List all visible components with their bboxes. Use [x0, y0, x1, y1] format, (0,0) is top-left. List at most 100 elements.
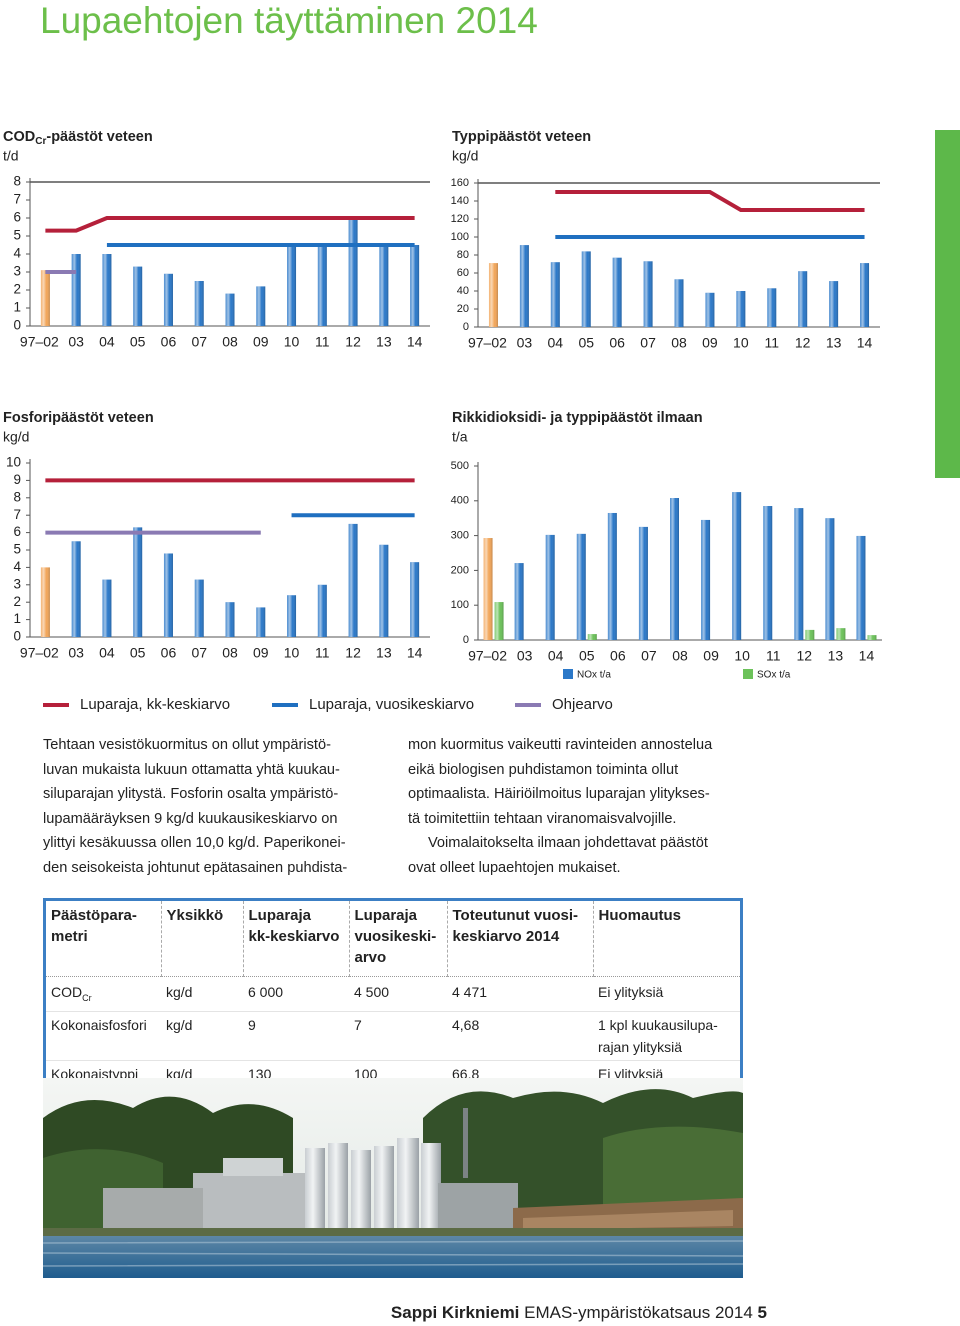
limit-line [45, 216, 415, 233]
x-tick-label: 97–02 [20, 334, 59, 350]
cell-subscript: Cr [82, 992, 92, 1003]
y-tick-label: 4 [13, 246, 21, 261]
y-tick-label: 5 [13, 542, 21, 557]
x-tick-label: 10 [284, 334, 300, 350]
page-title: Lupaehtojen täyttäminen 2014 [40, 0, 538, 41]
page-number: 5 [757, 1303, 767, 1322]
x-tick-label: 09 [253, 334, 269, 350]
bar-shine [225, 293, 235, 326]
bar-shine [576, 533, 586, 640]
y-tick-label: 5 [13, 228, 21, 243]
bar-shine [71, 254, 81, 326]
axis-unit: t/d [3, 148, 19, 164]
table-cell: Kokonaisfosfori [46, 1011, 161, 1061]
x-tick-label: 03 [517, 335, 533, 351]
y-tick-label: 120 [451, 213, 469, 225]
cell-line: Yksikkö [166, 907, 224, 924]
chart-title-part: Rikkidioksidi- ja typpipäästöt ilmaan [452, 410, 703, 426]
x-tick-label: 12 [797, 648, 813, 664]
bar-shine [856, 535, 866, 640]
bar-shine [581, 251, 591, 327]
legend-label: Luparaja, vuosikeskiarvo [309, 696, 474, 713]
table-cell: 4,68 [447, 1011, 593, 1061]
y-tick-label: 0 [13, 318, 21, 333]
bar-shine [488, 263, 498, 327]
x-tick-label: 09 [703, 648, 719, 664]
y-tick-label: 7 [13, 507, 21, 522]
table-cell: 6 000 [243, 976, 349, 1012]
x-tick-label: 11 [766, 648, 781, 664]
table-cell: 1 kpl kuukausilupa-rajan ylityksiä [593, 1011, 740, 1061]
text-line: tä toimitettiin tehtaan viranomaisvalvoj… [408, 810, 677, 827]
x-tick-label: 13 [826, 335, 842, 351]
table-cell: 9 [243, 1011, 349, 1061]
cell-text: COD [51, 984, 83, 1000]
cell-line: vuosikeski- [354, 928, 437, 945]
x-tick-label: 11 [764, 335, 779, 351]
chart-title: Typpipäästöt veteen [452, 129, 591, 145]
cell-text: kg/d [166, 1016, 193, 1033]
bar-shine [379, 245, 389, 326]
header-cell: Luparaja kk-keskiarvo [243, 901, 350, 977]
chart-title-part: -päästöt veteen [46, 129, 152, 145]
text-line: Voimalaitokselta ilmaan johdettavat pääs… [428, 835, 708, 852]
y-tick-label: 8 [13, 489, 21, 504]
bar-shine [40, 270, 50, 326]
y-tick-label: 100 [451, 599, 469, 611]
bar-shine [40, 567, 50, 637]
limits-table: Päästöpara-metri Yksikkö Luparaja kk-keskia… [43, 898, 743, 1091]
x-tick-label: 05 [578, 335, 594, 351]
axis-unit: t/a [452, 429, 468, 445]
bar-shine [732, 492, 742, 640]
y-tick-label: 7 [13, 192, 21, 207]
x-tick-label: 03 [68, 645, 84, 661]
x-tick-label: 06 [610, 648, 626, 664]
bar-shine [163, 273, 173, 326]
y-tick-label: 200 [451, 564, 469, 576]
side-bar [935, 130, 960, 478]
y-tick-label: 4 [13, 559, 21, 574]
bar-shine [348, 218, 358, 326]
table: Päästöpara-metri Yksikkö Luparaja kk-keskia… [46, 901, 740, 1088]
y-tick-label: 20 [457, 303, 469, 315]
table-header: Päästöpara-metri Yksikkö Luparaja kk-keskia… [46, 901, 740, 977]
footer-brand: Sappi Kirkniemi [390, 1303, 520, 1322]
cell-line: keskiarvo 2014 [452, 928, 560, 945]
bar-shine [829, 281, 839, 327]
chart-title: Fosforipäästöt veteen [3, 410, 154, 426]
bar-shine [102, 579, 112, 637]
text-line: luvan mukaista lukuun ottamatta yhtä kuu… [43, 761, 340, 778]
x-tick-label: 04 [548, 648, 564, 664]
x-tick-label: 07 [191, 334, 207, 350]
x-tick-label: 10 [734, 648, 750, 664]
x-tick-label: 13 [828, 648, 844, 664]
x-tick-label: 08 [222, 645, 238, 661]
header-cell: Yksikkö [161, 901, 244, 977]
x-tick-label: 14 [857, 335, 873, 351]
limit-line [555, 190, 865, 212]
y-tick-label: 6 [13, 524, 21, 539]
y-tick-label: 2 [13, 594, 21, 609]
table-cell: CODCr [46, 976, 161, 1012]
bar-shine [163, 553, 173, 637]
bar-shine [587, 634, 597, 640]
text-line: lupamääräyksen 9 kg/d kuukausikeskiarvo … [43, 810, 338, 827]
bar-shine [794, 508, 804, 640]
bar-shine [519, 245, 529, 327]
text-line: Tehtaan vesistökuormitus on ollut ympäri… [43, 737, 331, 753]
cell-text: 4 500 [354, 984, 390, 1000]
bar-shine [133, 527, 143, 637]
table-row: CODCr kg/d 6 000 4 500 4 471 Ei ylityksiä [46, 976, 740, 1012]
y-tick-label: 160 [451, 177, 469, 189]
chart-title-part: Typpipäästöt veteen [452, 129, 591, 145]
cell-line: Päästöpara- [51, 907, 137, 924]
x-tick-label: 10 [284, 645, 300, 661]
text-line: ylittyi kesäkuussa ollen 10,0 kg/d. Pape… [43, 835, 346, 852]
x-tick-label: 13 [376, 334, 392, 350]
bar-shine [379, 544, 389, 637]
cell-line: arvo [354, 949, 387, 966]
table-cell: Ei ylityksiä [593, 976, 740, 1012]
bar-shine [860, 263, 870, 327]
table-cell: 4 471 [447, 976, 593, 1012]
